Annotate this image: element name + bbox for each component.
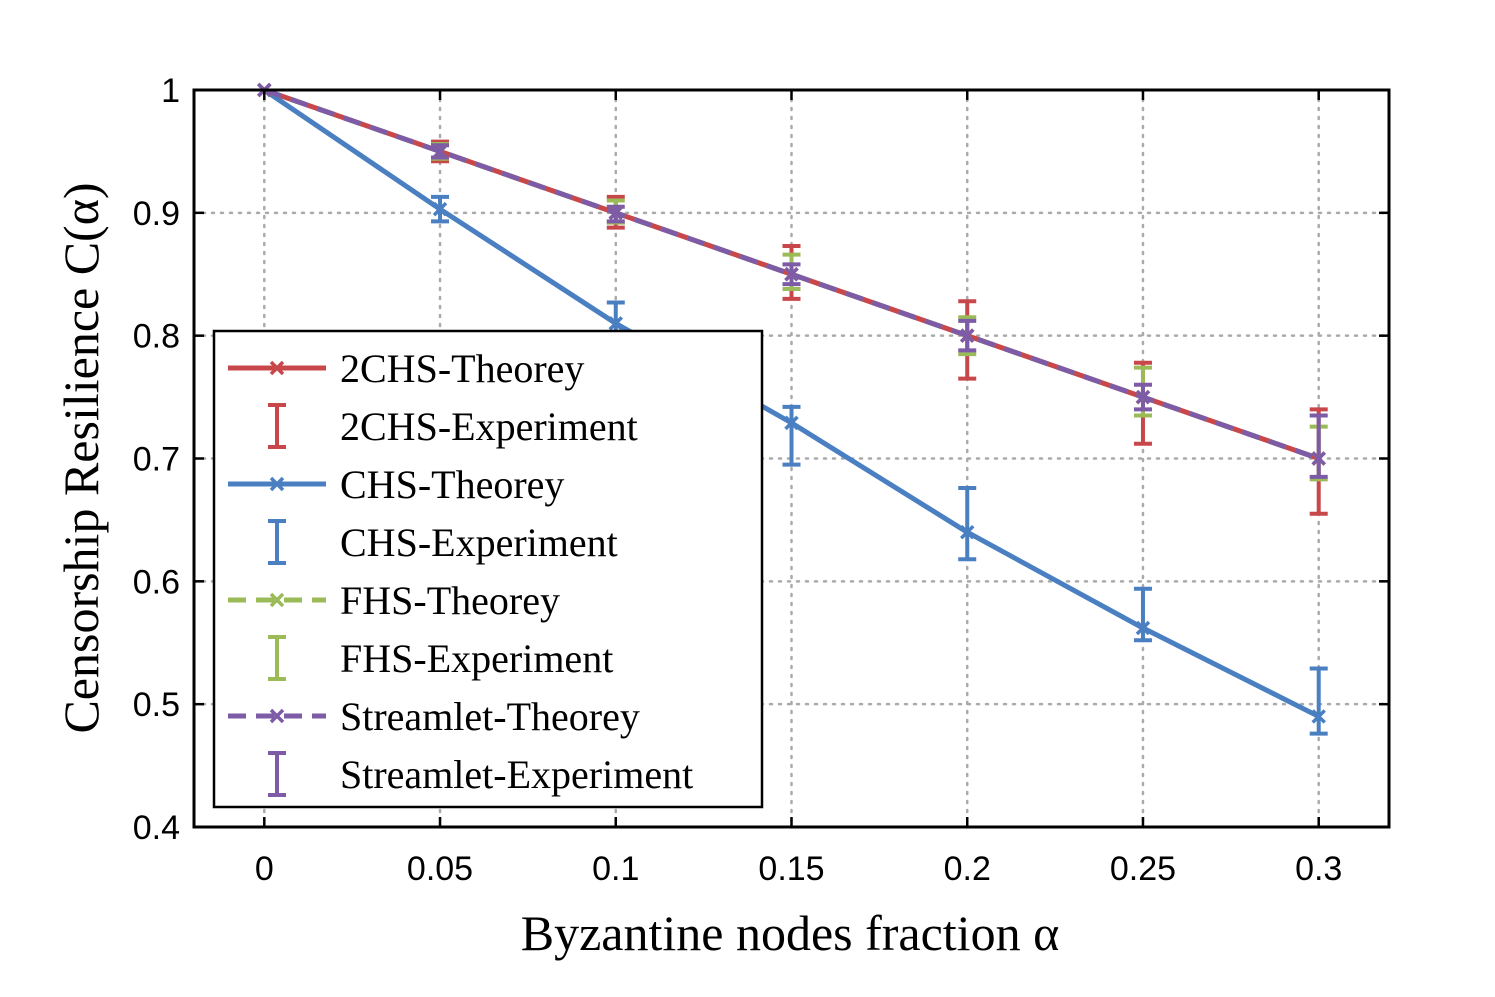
series-chs-theorey — [257, 82, 1326, 724]
legend-errorbar-streamlet-experiment — [268, 751, 286, 797]
legend-label-fhs-theorey: FHS-Theorey — [340, 578, 560, 623]
legend-marker-chs-theorey — [269, 476, 285, 492]
point-streamlet-theorey — [1135, 389, 1151, 405]
point-chs-theorey — [959, 524, 975, 540]
point-streamlet-theorey — [608, 205, 624, 221]
legend-entry-chs-theorey: CHS-Theorey — [228, 462, 564, 507]
y-tick-label: 0.9 — [133, 195, 180, 233]
legend-entry-streamlet-experiment: Streamlet-Experiment — [268, 751, 693, 797]
errorbar-streamlet-experiment — [1309, 413, 1328, 479]
x-tick-label: 0.2 — [944, 850, 991, 888]
legend-errorbar-2chs-experiment — [268, 403, 286, 449]
legend-marker-streamlet-theorey — [269, 708, 285, 724]
x-tick-label: 0.3 — [1295, 850, 1342, 888]
point-streamlet-theorey — [784, 267, 799, 282]
errorbar-chs-experiment — [1309, 666, 1328, 736]
y-tick-label: 0.8 — [133, 318, 180, 356]
y-axis-label: Censorship Resilience C(α) — [53, 182, 109, 733]
series-streamlet-theorey — [257, 82, 1326, 466]
legend-entry-fhs-theorey: FHS-Theorey — [228, 578, 560, 623]
legend-label-fhs-experiment: FHS-Experiment — [340, 636, 613, 681]
legend-label-2chs-theorey: 2CHS-Theorey — [340, 346, 584, 391]
legend-entry-chs-experiment: CHS-Experiment — [268, 519, 618, 565]
legend-errorbar-chs-experiment — [268, 519, 286, 565]
series-streamlet-experiment — [431, 143, 1328, 479]
point-streamlet-theorey — [432, 144, 448, 159]
legend-errorbar-fhs-experiment — [268, 635, 286, 681]
errorbar-chs-experiment — [782, 404, 801, 467]
legend-label-chs-experiment: CHS-Experiment — [340, 520, 618, 565]
legend-entry-2chs-theorey: 2CHS-Theorey — [228, 346, 584, 391]
point-chs-theorey — [1135, 620, 1151, 636]
errorbar-chs-experiment — [1133, 586, 1152, 643]
x-tick-label: 0.25 — [1110, 850, 1176, 888]
legend-entry-streamlet-theorey: Streamlet-Theorey — [228, 694, 640, 739]
y-tick-label: 0.6 — [133, 563, 180, 601]
legend: 2CHS-Theorey 2CHS-Experiment CHS-Theorey CH… — [212, 329, 764, 809]
series-layer — [257, 82, 1328, 736]
x-tick-label: 0.15 — [758, 850, 824, 888]
point-chs-theorey — [1311, 709, 1326, 724]
point-chs-theorey — [432, 201, 448, 217]
point-streamlet-theorey — [1311, 451, 1326, 466]
legend-marker-2chs-theorey — [269, 360, 285, 376]
point-chs-theorey — [784, 415, 799, 431]
legend-marker-fhs-theorey — [269, 592, 285, 608]
legend-label-streamlet-experiment: Streamlet-Experiment — [340, 752, 693, 797]
errorbar-chs-experiment — [958, 485, 977, 562]
y-tick-label: 1 — [161, 72, 180, 110]
y-tick-label: 0.7 — [133, 441, 180, 479]
x-tick-label: 0 — [255, 850, 274, 888]
axis-ticks: 0 0.05 0.1 0.15 0.2 0.25 0.3 0.4 0.5 0.6 0.7 0.8 0.9… — [133, 72, 1389, 888]
legend-label-2chs-experiment: 2CHS-Experiment — [340, 404, 638, 449]
y-tick-label: 0.4 — [133, 809, 180, 847]
legend-entry-fhs-experiment: FHS-Experiment — [268, 635, 613, 681]
point-chs-theorey — [608, 316, 624, 331]
point-streamlet-theorey — [959, 328, 975, 343]
x-tick-label: 0.1 — [592, 850, 639, 888]
legend-entry-2chs-experiment: 2CHS-Experiment — [268, 403, 638, 449]
legend-label-chs-theorey: CHS-Theorey — [340, 462, 564, 507]
x-tick-label: 0.05 — [407, 850, 473, 888]
legend-box — [212, 329, 764, 809]
y-tick-label: 0.5 — [133, 686, 180, 724]
legend-label-streamlet-theorey: Streamlet-Theorey — [340, 694, 640, 739]
x-axis-label: Byzantine nodes fraction α — [521, 905, 1060, 961]
